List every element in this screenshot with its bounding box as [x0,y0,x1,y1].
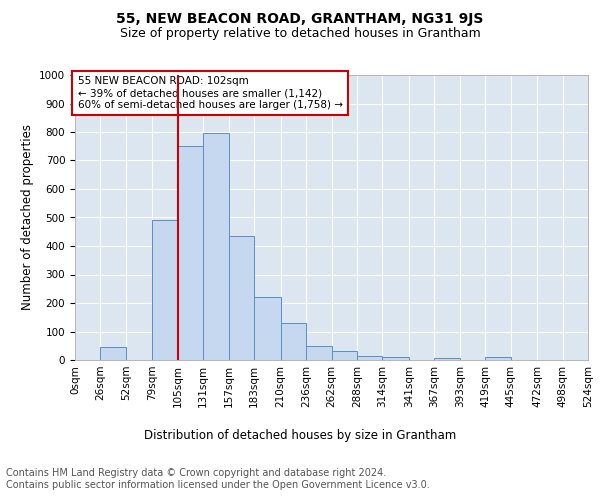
Bar [254,298,281,360]
Text: Size of property relative to detached houses in Grantham: Size of property relative to detached ho… [119,28,481,40]
Bar [281,323,306,360]
Bar [203,134,229,360]
Text: Contains HM Land Registry data © Crown copyright and database right 2024.: Contains HM Land Registry data © Crown c… [6,468,386,477]
Bar [152,220,178,360]
Y-axis label: Number of detached properties: Number of detached properties [20,124,34,310]
Bar [229,236,254,360]
Bar [382,357,409,360]
Bar [434,358,460,360]
Text: 55 NEW BEACON ROAD: 102sqm
← 39% of detached houses are smaller (1,142)
60% of s: 55 NEW BEACON ROAD: 102sqm ← 39% of deta… [77,76,343,110]
Bar [331,352,357,360]
Bar [178,146,203,360]
Text: 55, NEW BEACON ROAD, GRANTHAM, NG31 9JS: 55, NEW BEACON ROAD, GRANTHAM, NG31 9JS [116,12,484,26]
Bar [100,347,126,360]
Text: Contains public sector information licensed under the Open Government Licence v3: Contains public sector information licen… [6,480,430,490]
Bar [485,357,511,360]
Bar [357,356,382,360]
Bar [306,346,331,360]
Text: Distribution of detached houses by size in Grantham: Distribution of detached houses by size … [144,430,456,442]
